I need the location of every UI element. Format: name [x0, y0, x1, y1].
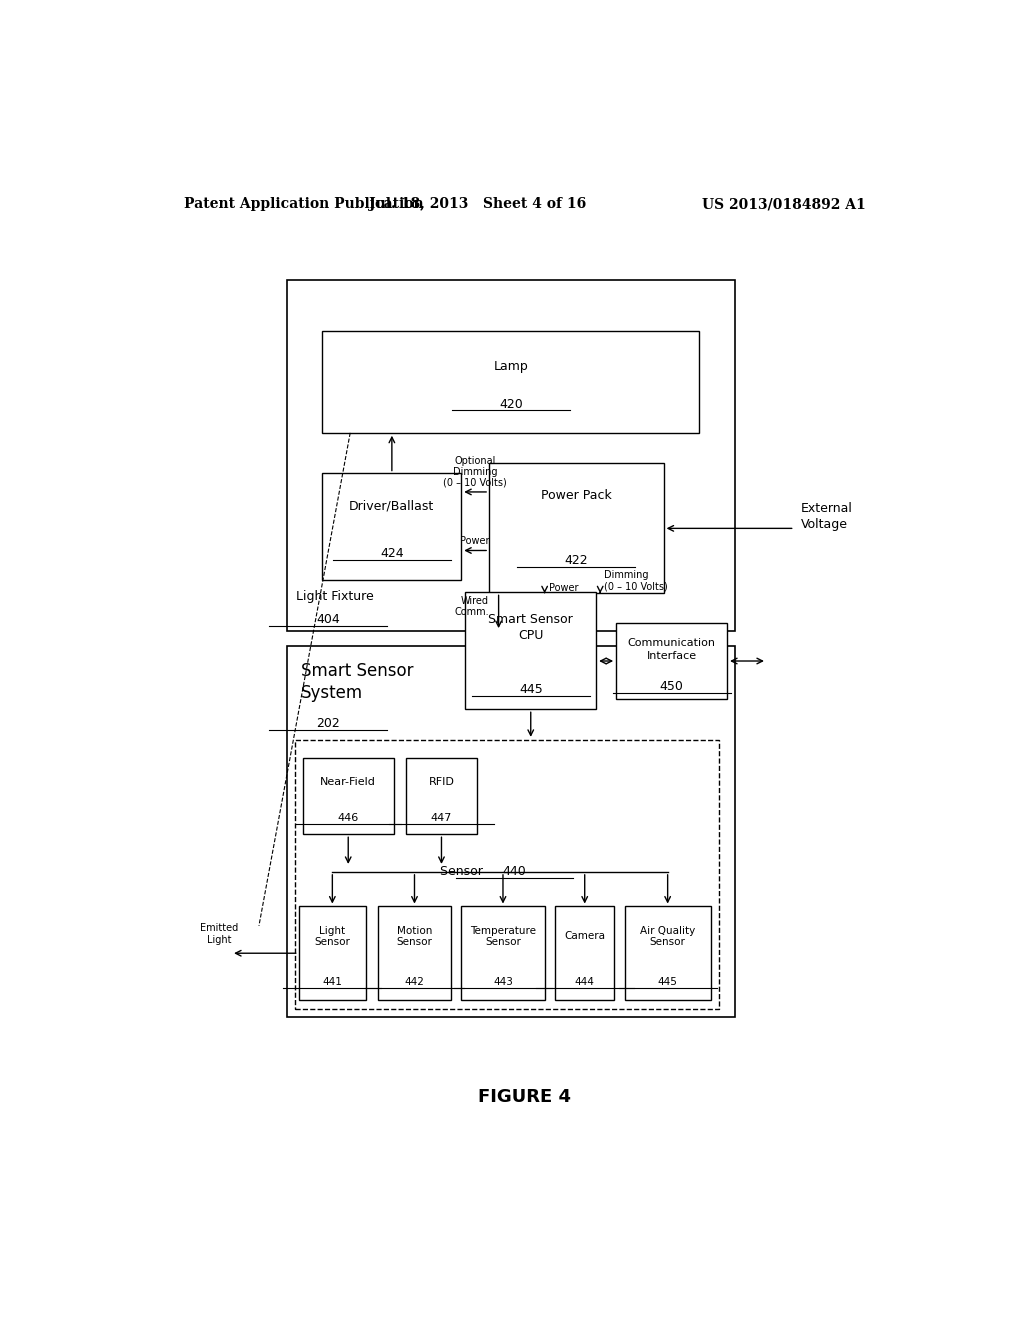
Text: RFID: RFID	[428, 777, 455, 788]
Text: 420: 420	[499, 397, 523, 411]
Text: Communication
Interface: Communication Interface	[628, 639, 716, 661]
Text: 450: 450	[659, 680, 684, 693]
Bar	[287, 647, 735, 1018]
Text: Patent Application Publication: Patent Application Publication	[183, 197, 423, 211]
Bar	[323, 474, 461, 581]
Text: 202: 202	[316, 717, 340, 730]
Bar	[555, 907, 614, 1001]
Text: Light
Sensor: Light Sensor	[314, 925, 350, 948]
Bar	[378, 907, 451, 1001]
Text: Driver/Ballast: Driver/Ballast	[349, 499, 434, 512]
Text: Lamp: Lamp	[494, 360, 528, 374]
Text: 440: 440	[503, 866, 526, 878]
Text: Light Fixture: Light Fixture	[296, 590, 374, 602]
Text: Air Quality
Sensor: Air Quality Sensor	[640, 925, 695, 948]
Bar	[461, 907, 545, 1001]
Text: Power: Power	[461, 536, 489, 546]
Text: Emitted
Light: Emitted Light	[200, 924, 239, 945]
Bar	[303, 758, 394, 834]
Bar	[489, 463, 664, 594]
Text: 445: 445	[519, 682, 543, 696]
Text: 447: 447	[431, 813, 453, 822]
Text: Motion
Sensor: Motion Sensor	[396, 925, 432, 948]
Text: Power Pack: Power Pack	[541, 490, 611, 503]
Text: Optional
Dimming
(0 – 10 Volts): Optional Dimming (0 – 10 Volts)	[443, 457, 507, 488]
Text: Camera: Camera	[564, 932, 605, 941]
Text: US 2013/0184892 A1: US 2013/0184892 A1	[702, 197, 866, 211]
Bar	[465, 593, 596, 709]
Text: 422: 422	[564, 554, 588, 568]
Text: 444: 444	[574, 977, 595, 987]
Text: 446: 446	[338, 813, 358, 822]
Text: 404: 404	[316, 614, 340, 627]
Text: External
Voltage: External Voltage	[801, 502, 853, 531]
Text: Temperature
Sensor: Temperature Sensor	[470, 925, 536, 948]
Text: 442: 442	[404, 977, 424, 987]
Bar	[323, 331, 699, 433]
Text: 443: 443	[493, 977, 513, 987]
Text: Sensor: Sensor	[440, 866, 486, 878]
Text: Smart Sensor
CPU: Smart Sensor CPU	[488, 612, 573, 642]
Text: Dimming
(0 – 10 Volts): Dimming (0 – 10 Volts)	[604, 570, 668, 591]
Text: 424: 424	[380, 546, 403, 560]
Text: Near-Field: Near-Field	[321, 777, 376, 788]
Bar	[287, 280, 735, 631]
Text: Wired
Comm.: Wired Comm.	[455, 595, 489, 618]
Text: Power: Power	[549, 583, 579, 593]
Bar	[299, 907, 367, 1001]
Text: 441: 441	[323, 977, 342, 987]
Text: Smart Sensor
System: Smart Sensor System	[301, 661, 414, 702]
Text: 445: 445	[657, 977, 678, 987]
Bar	[295, 739, 719, 1008]
Bar	[616, 623, 727, 700]
Text: FIGURE 4: FIGURE 4	[478, 1088, 571, 1106]
Bar	[406, 758, 477, 834]
Text: Jul. 18, 2013   Sheet 4 of 16: Jul. 18, 2013 Sheet 4 of 16	[369, 197, 586, 211]
Bar	[625, 907, 711, 1001]
